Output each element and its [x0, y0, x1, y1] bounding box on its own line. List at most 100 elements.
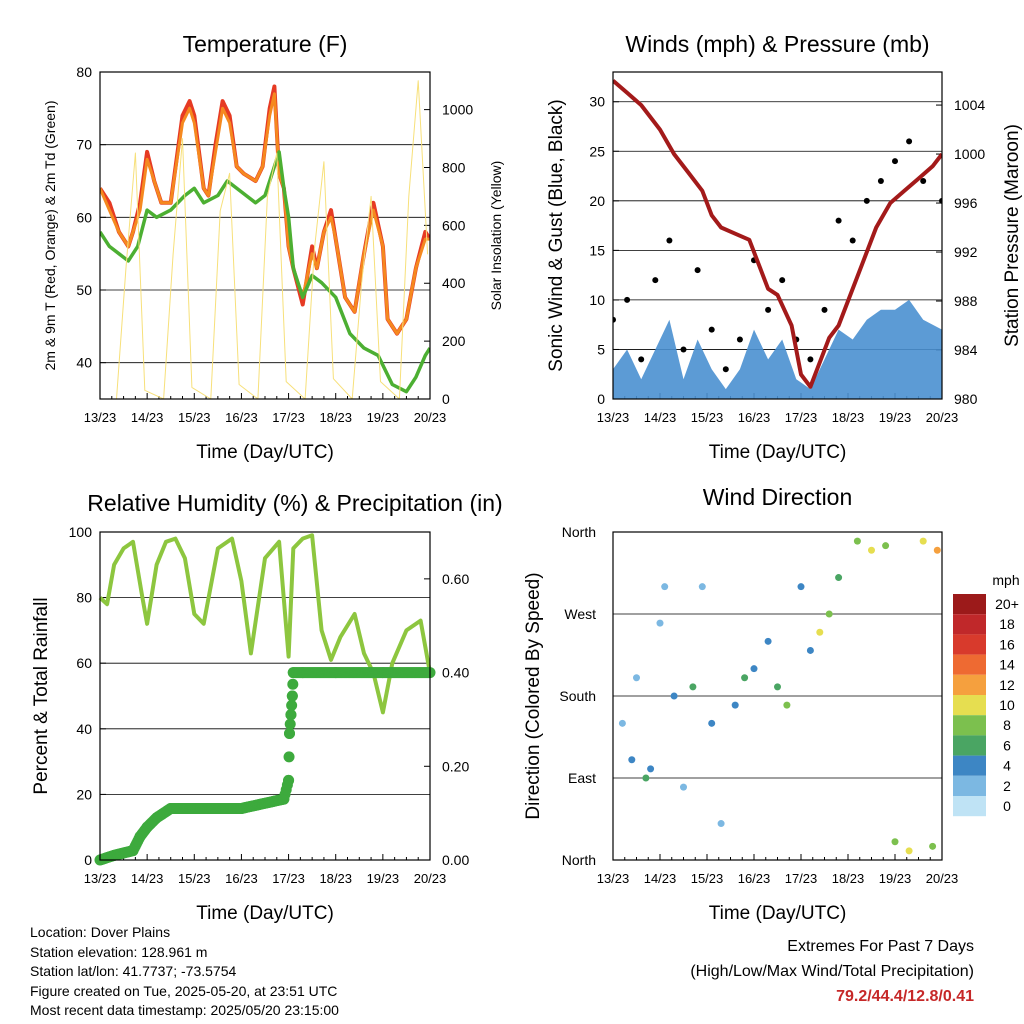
y-right-tick-label: 0.20 [442, 758, 469, 774]
series-station-pressure [613, 79, 942, 389]
series-solar-insolation [116, 80, 429, 399]
direction-point [698, 583, 706, 591]
direction-point [774, 683, 781, 691]
x-tick-label: 20/23 [926, 871, 959, 886]
y-tick-label: West [564, 606, 596, 622]
extremes-title: Extremes For Past 7 Days [787, 938, 974, 955]
gust-point [877, 178, 884, 184]
x-tick-label: 16/23 [738, 871, 771, 886]
x-tick-label: 19/23 [879, 410, 912, 425]
rainfall-point [283, 751, 295, 763]
rainfall-point [284, 727, 296, 739]
direction-point [670, 692, 678, 700]
x-tick-label: 19/23 [367, 410, 400, 425]
gust-point [624, 296, 631, 303]
y-right-tick-label: 1000 [442, 102, 473, 118]
legend-swatch [953, 634, 986, 655]
gust-point [638, 356, 645, 363]
x-tick-label: 17/23 [272, 410, 305, 425]
legend-swatch [953, 796, 986, 817]
y-tick-label: 25 [589, 143, 605, 159]
chart-title: Wind Direction [703, 484, 853, 510]
direction-point [708, 719, 716, 727]
plot-area [100, 80, 430, 399]
direction-point [628, 756, 636, 764]
gust-point [821, 306, 828, 313]
legend-swatch [953, 695, 986, 716]
gust-point [892, 158, 898, 165]
gust-point [835, 217, 842, 224]
x-tick-label: 13/23 [84, 871, 117, 886]
y-right-tick-label: 992 [954, 244, 978, 260]
gust-point [765, 306, 772, 313]
direction-point [633, 674, 640, 682]
y-right-tick-label: 0 [442, 391, 450, 407]
x-tick-label: 16/23 [225, 410, 258, 425]
y-right-tick-label: 600 [442, 217, 466, 233]
x-tick-label: 16/23 [738, 410, 771, 425]
y-tick-label: 70 [76, 137, 92, 153]
y-axis-label: Sonic Wind & Gust (Blue, Black) [546, 99, 567, 371]
plot-area [94, 533, 436, 866]
gust-point [863, 197, 870, 204]
direction-point [853, 537, 861, 545]
direction-point [783, 701, 791, 709]
y-right-tick-label: 800 [442, 159, 466, 175]
legend-label: 12 [999, 677, 1015, 693]
gust-point [779, 277, 786, 284]
y-tick-label: 40 [76, 721, 92, 737]
gust-point [807, 356, 814, 363]
legend-swatch [953, 775, 986, 796]
x-tick-label: 15/23 [178, 410, 211, 425]
y-tick-label: 20 [76, 786, 92, 802]
x-tick-label: 17/23 [785, 871, 818, 886]
recent-timestamp: Most recent data timestamp: 2025/05/20 2… [30, 1002, 339, 1018]
legend-label: 2 [1003, 778, 1011, 794]
plot-frame [612, 531, 943, 861]
legend-swatch [953, 654, 986, 675]
panel-3: Relative Humidity (%) & Precipitation (i… [31, 490, 503, 924]
station-elevation: Station elevation: 128.961 m [30, 943, 208, 960]
figure-created: Figure created on Tue, 2025-05-20, at 23… [30, 982, 338, 999]
plot-frame [612, 71, 943, 400]
x-tick-label: 17/23 [785, 410, 818, 425]
direction-point [618, 719, 626, 727]
x-tick-label: 16/23 [225, 871, 258, 886]
direction-point [661, 583, 669, 591]
gust-point [736, 336, 743, 343]
y-right-tick-label: 1000 [954, 146, 985, 162]
direction-point [882, 542, 890, 550]
x-tick-label: 20/23 [926, 410, 959, 425]
panel-2: Winds (mph) & Pressure (mb) Time (Day/UTC… [546, 31, 1023, 463]
y-axis-label: Percent & Total Rainfall [31, 597, 52, 794]
gust-point [920, 178, 927, 184]
gust-point [680, 346, 687, 353]
direction-point [731, 701, 739, 709]
direction-point [835, 574, 843, 582]
y-right-axis-label: Station Pressure (Maroon) [1002, 124, 1023, 347]
plot-area [613, 79, 942, 399]
extremes-box: Extremes For Past 7 Days (High/Low/Max W… [690, 934, 974, 1009]
legend-swatch [953, 594, 986, 615]
y-right-tick-label: 980 [954, 391, 978, 407]
y-tick-label: 30 [589, 94, 605, 110]
legend-label: 18 [999, 616, 1015, 632]
legend-label: 8 [1003, 717, 1011, 733]
y-tick-label: 60 [76, 655, 92, 671]
gust-point [666, 237, 673, 244]
rainfall-point [287, 678, 299, 690]
extremes-values: 79.2/44.4/12.8/0.41 [836, 988, 974, 1005]
extremes-subtitle: (High/Low/Max Wind/Total Precipitation) [690, 963, 974, 980]
x-tick-label: 14/23 [644, 410, 677, 425]
x-tick-label: 19/23 [879, 871, 912, 886]
x-tick-label: 17/23 [272, 871, 305, 886]
y-tick-label: South [559, 688, 596, 704]
x-tick-label: 15/23 [691, 871, 724, 886]
x-axis-label: Time (Day/UTC) [196, 903, 334, 924]
legend-swatch [953, 674, 986, 695]
gust-point [722, 366, 729, 373]
series-sonic-wind [613, 299, 942, 399]
rainfall-point [286, 699, 298, 711]
direction-point [905, 847, 913, 855]
